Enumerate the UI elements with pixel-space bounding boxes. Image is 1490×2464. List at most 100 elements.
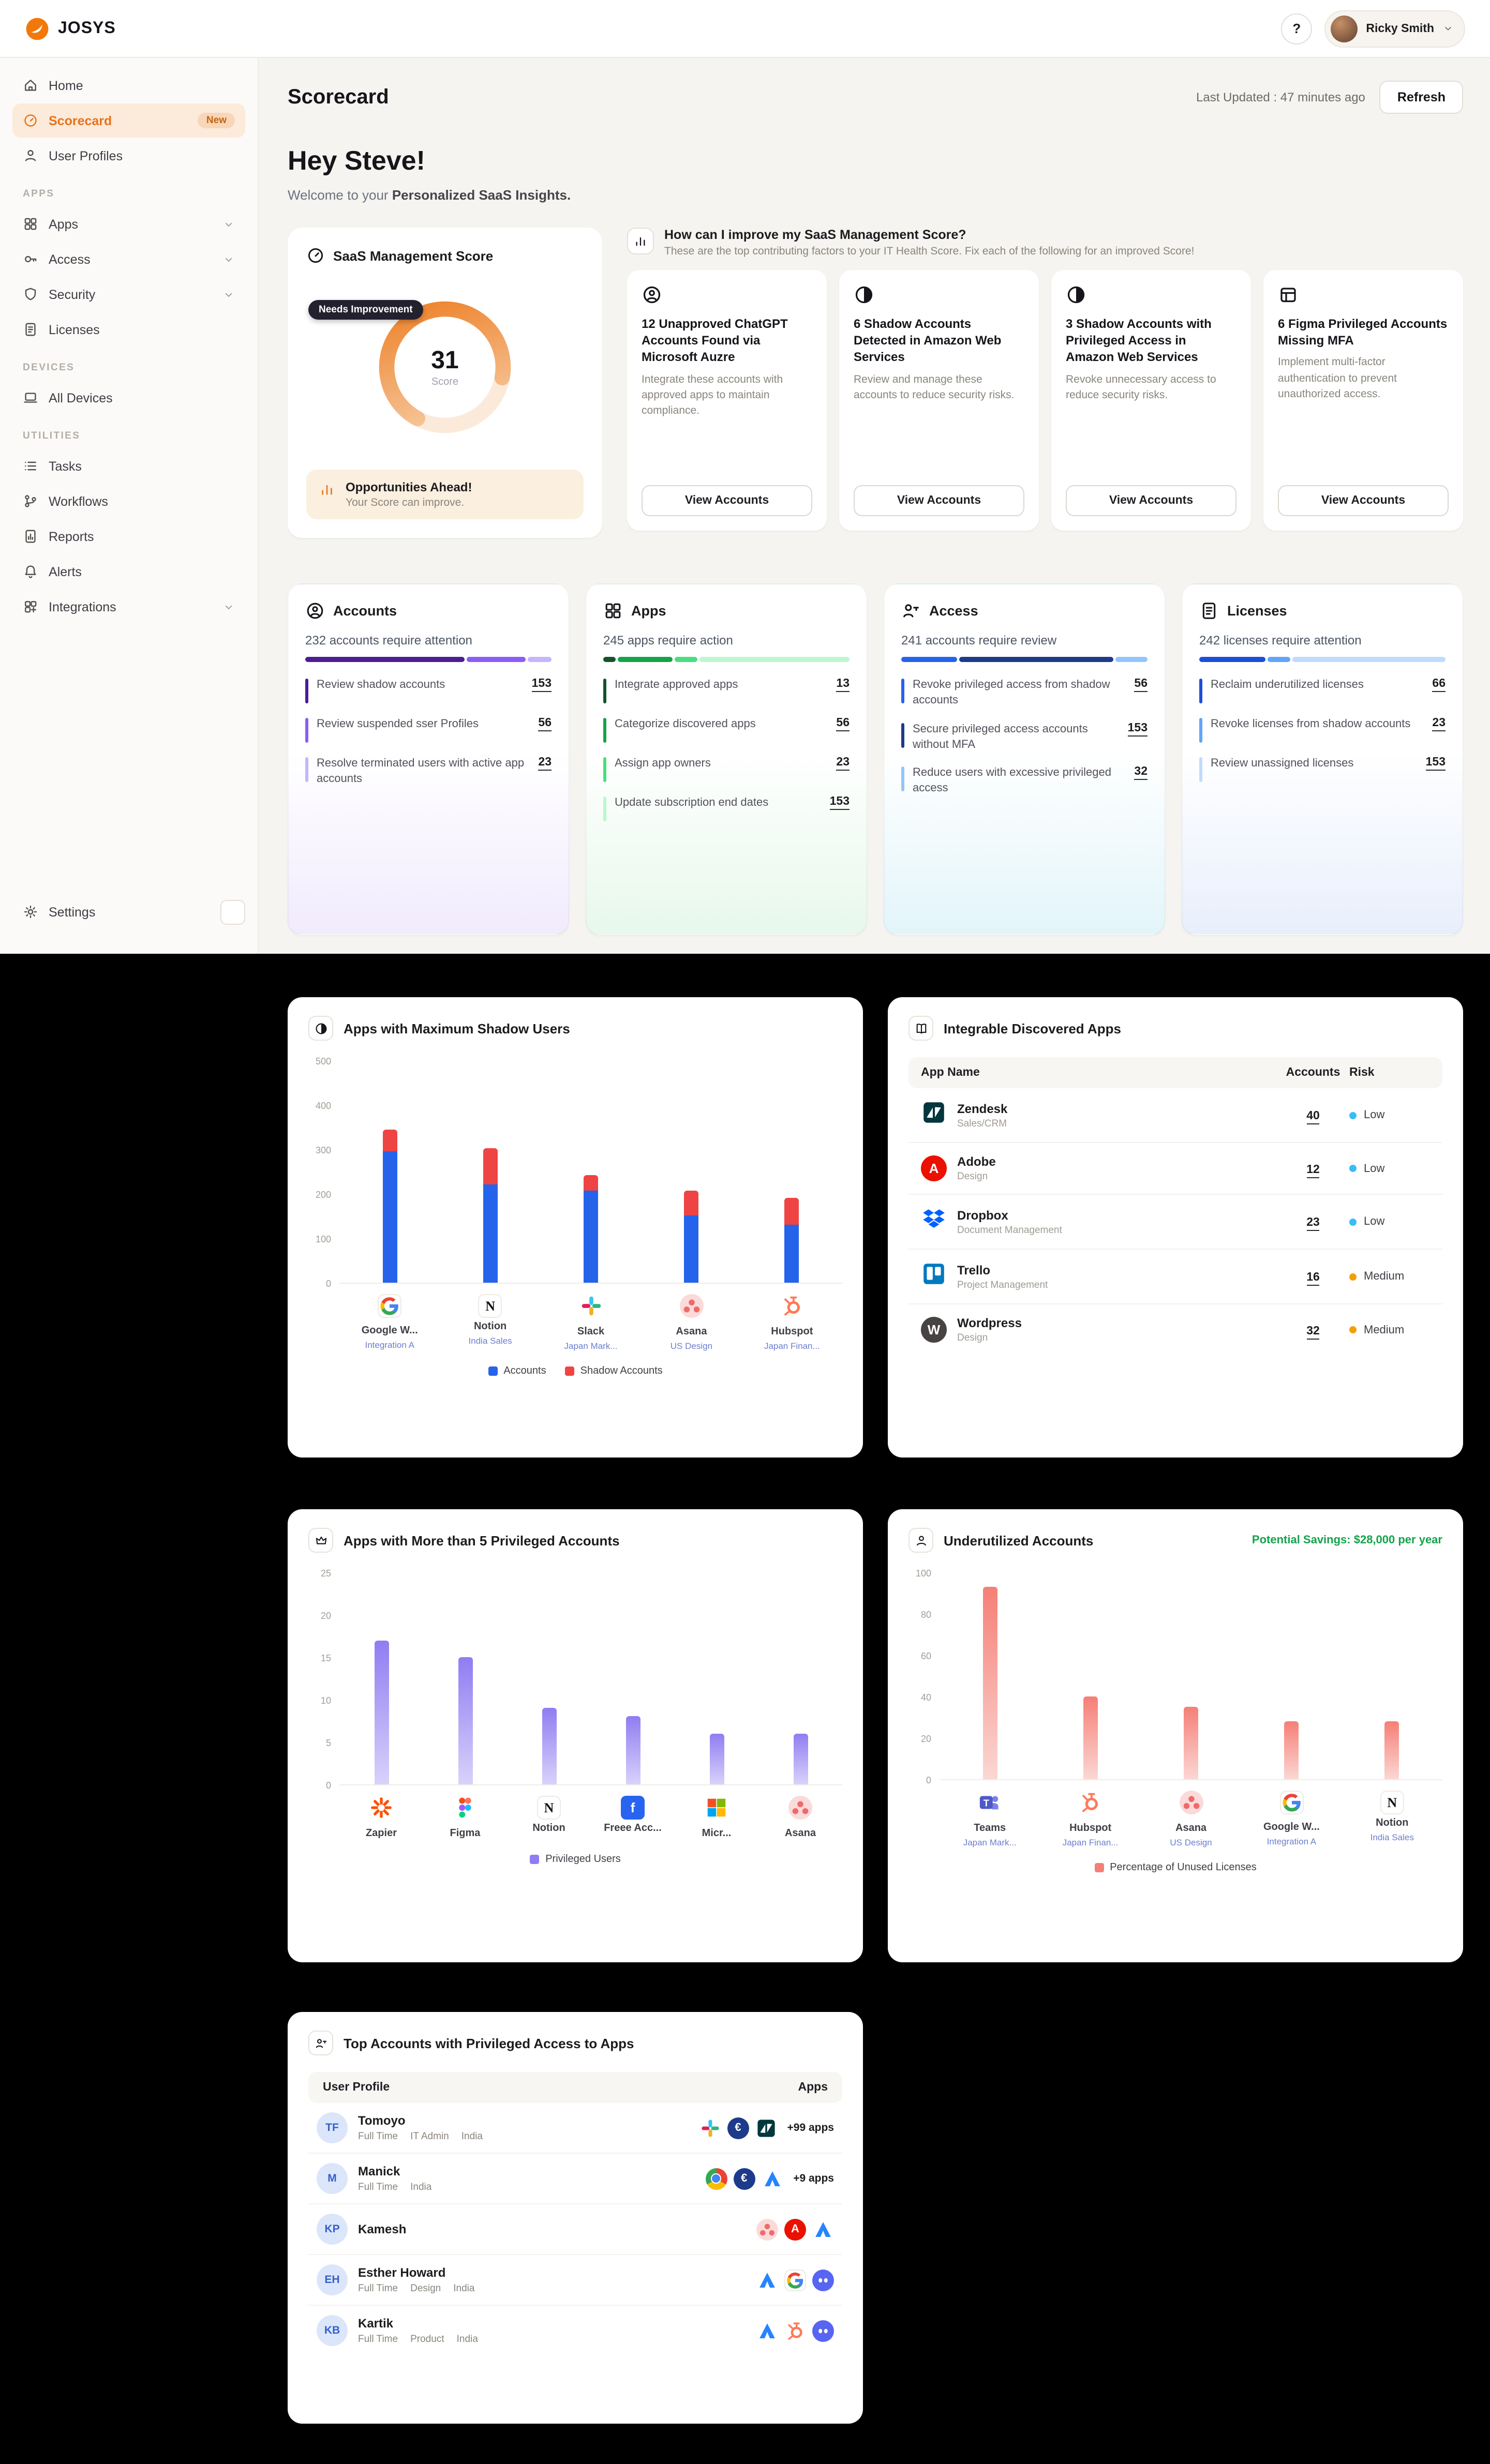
help-button[interactable]: ? [1281,13,1313,44]
view-accounts-button[interactable]: View Accounts [854,485,1024,516]
adobe-icon: A [784,2218,806,2240]
accounts-count[interactable]: 23 [1306,1216,1320,1231]
app-category: Project Management [957,1279,1048,1290]
table-row[interactable]: TF Tomoyo Full Time IT Admin India € +99 apps [308,2103,842,2154]
metric-item-count[interactable]: 23 [836,756,850,771]
asana-icon [756,2218,778,2240]
metric-card-title: Licenses [1227,603,1287,619]
x-label-name: Hubspot [1069,1823,1112,1834]
legend-swatch [530,1855,540,1864]
metric-item-count[interactable]: 153 [1425,756,1446,771]
table-row[interactable]: M Manick Full Time India € +9 apps [308,2154,842,2204]
metric-item-count[interactable]: 66 [1432,678,1446,692]
x-label-name: Notion [532,1823,565,1834]
y-tick-label: 25 [320,1568,331,1579]
chart-legend: Privileged Users [308,1854,842,1865]
metric-item-count[interactable]: 56 [1134,678,1148,692]
wordpress-icon: W [921,1317,947,1343]
sidebar-item-licenses[interactable]: Licenses [12,312,245,347]
app-info: Wordpress Design [957,1316,1022,1344]
sidebar-item-settings[interactable]: Settings [12,895,220,929]
sidebar-item-apps[interactable]: Apps [12,207,245,241]
column-user-profile: User Profile [323,2081,390,2094]
bar-segment-accounts [483,1184,498,1283]
bar-asana [1184,1707,1198,1779]
bar-segment-shadow-accounts [584,1175,598,1191]
app-cell: Zendesk Sales/CRM [921,1100,1277,1131]
sidebar-item-reports[interactable]: Reports [12,519,245,553]
bar [374,1640,389,1784]
bar-group [1141,1573,1241,1779]
x-label-name: Google W... [1263,1822,1320,1833]
sidebar-item-label: Apps [49,217,78,231]
table-row[interactable]: KB Kartik Full Time Product India [308,2306,842,2355]
sidebar-item-tasks[interactable]: Tasks [12,449,245,483]
accounts-count[interactable]: 16 [1306,1271,1320,1286]
integrable-apps-card: Integrable Discovered Apps App Name Acco… [888,997,1463,1458]
table-row[interactable]: EH Esther Howard Full Time Design India [308,2255,842,2306]
refresh-button[interactable]: Refresh [1379,81,1463,114]
metric-item-count[interactable]: 13 [836,678,850,692]
metric-item-count[interactable]: 32 [1134,766,1148,780]
view-accounts-button[interactable]: View Accounts [1278,485,1449,516]
table-row[interactable]: Trello Project Management 16 Medium [908,1250,1442,1304]
metric-item-count[interactable]: 153 [829,795,850,810]
accounts-count[interactable]: 32 [1306,1325,1320,1339]
improve-card-title: 12 Unapproved ChatGPT Accounts Found via… [642,317,788,365]
metric-item-count[interactable]: 153 [531,678,552,692]
sidebar-item-workflows[interactable]: Workflows [12,484,245,518]
metric-card-header: Access [901,601,1148,621]
metric-item-count[interactable]: 153 [1127,722,1148,737]
metric-item-count[interactable]: 23 [1432,717,1446,731]
view-accounts-button[interactable]: View Accounts [1066,485,1236,516]
table-row[interactable]: Zendesk Sales/CRM 40 Low [908,1088,1442,1143]
metric-card-licenses: Licenses 242 licenses require attention Re… [1182,583,1463,935]
table-row[interactable]: KP Kamesh A [308,2204,842,2255]
app-name: Adobe [957,1154,996,1169]
bar-notion [1384,1721,1399,1779]
sidebar-item-security[interactable]: Security [12,277,245,311]
view-accounts-button[interactable]: View Accounts [642,485,812,516]
bar [458,1657,472,1784]
table-row[interactable]: A Adobe Design 12 Low [908,1143,1442,1195]
app-info: Trello Project Management [957,1263,1048,1290]
apps-cell: € +9 apps [705,2168,834,2189]
y-tick-label: 400 [315,1101,331,1111]
table-row[interactable]: Dropbox Document Management 23 Low [908,1195,1442,1250]
accounts-count[interactable]: 40 [1306,1110,1320,1124]
metric-item-count[interactable]: 56 [538,717,552,731]
more-apps-label[interactable]: +99 apps [787,2122,835,2134]
asana-icon [1179,1791,1203,1820]
accounts-cell: 23 [1277,1212,1349,1231]
user-cell: TF Tomoyo Full Time IT Admin India [317,2112,483,2143]
x-label-team: US Design [670,1341,713,1351]
item-accent [901,679,904,703]
sidebar-item-user-profiles[interactable]: User Profiles [12,139,245,173]
sidebar-item-home[interactable]: Home [12,68,245,102]
bar-group [1342,1573,1442,1779]
accounts-count[interactable]: 12 [1306,1163,1320,1178]
sidebar-item-scorecard[interactable]: Scorecard New [12,103,245,138]
x-label: T Teams Japan Mark... [940,1791,1040,1847]
metric-progress-bar [305,657,552,662]
puzzle-icon [23,599,38,614]
metric-item-count[interactable]: 56 [836,717,850,731]
metric-items: Reclaim underutilized licenses 66 Revoke l… [1199,678,1446,782]
sidebar-item-alerts[interactable]: Alerts [12,554,245,589]
more-apps-label[interactable]: +9 apps [793,2172,834,2185]
legend-swatch [564,1366,574,1376]
bar-group [641,1061,741,1283]
sidebar-item-access[interactable]: Access [12,242,245,276]
table-row[interactable]: W Wordpress Design 32 Medium [908,1304,1442,1355]
metric-card-access: Access 241 accounts require review Revoke … [884,583,1165,935]
trello-icon [921,1261,947,1292]
sidebar-item-integrations[interactable]: Integrations [12,590,245,624]
hubspot-icon [784,2320,806,2341]
google-icon [1279,1791,1304,1819]
bar-micr [709,1733,724,1784]
sidebar-item-all-devices[interactable]: All Devices [12,381,245,415]
metric-item-count[interactable]: 23 [538,756,552,771]
hubspot-icon [780,1294,804,1323]
user-menu[interactable]: Ricky Smith [1324,10,1465,47]
sidebar-collapse-button[interactable] [220,899,245,924]
